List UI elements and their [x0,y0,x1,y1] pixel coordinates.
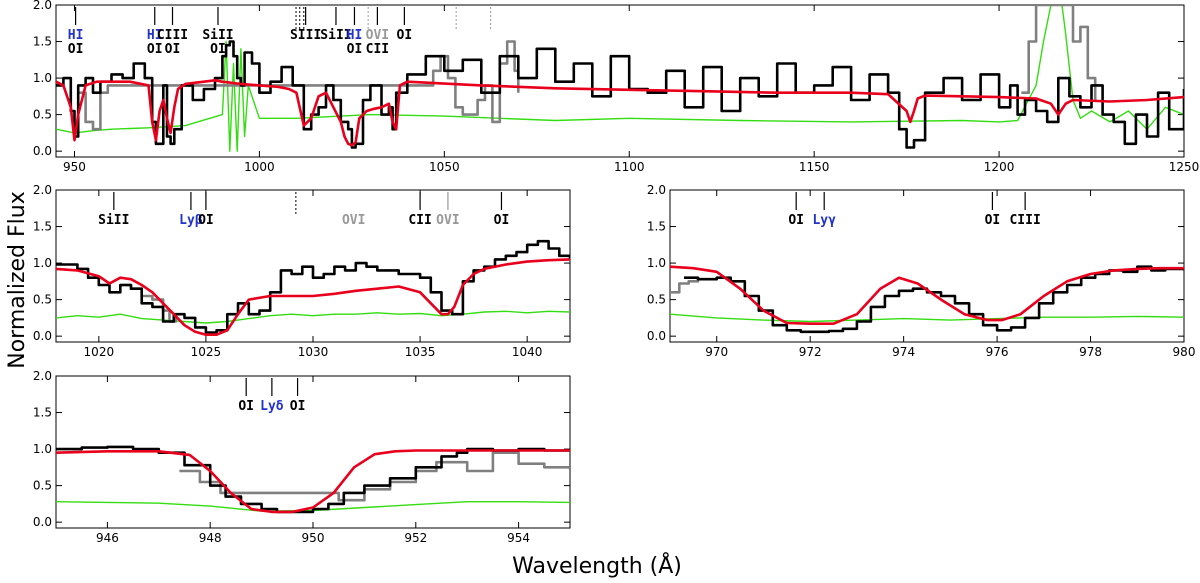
ion-label: OI [290,399,306,414]
ion-label: OI [985,213,1001,228]
y-tick-label: 1.0 [33,442,52,456]
series-group [56,239,570,336]
x-tick-label: 1025 [191,345,222,359]
x-tick-label: 1035 [405,345,436,359]
ion-label: HI [347,28,363,43]
x-tick-label: 970 [705,345,728,359]
panel-lyb: 1020 1025 1030 1035 1040 0.0 0.5 1.0 1.5 2.0 SiII L… [33,183,571,359]
y-tick-label: 2.0 [33,369,52,383]
ion-label: OVI [436,213,459,228]
y-axis-title: Normalized Flux [5,191,30,368]
y-tick-label: 1.5 [33,220,52,234]
model-line [56,79,1184,147]
ion-label: OI [347,42,363,57]
x-tick-label: 1020 [84,345,115,359]
ion-label: Lyγ [812,213,836,228]
x-tick-label: 978 [1079,345,1102,359]
y-tick-label: 1.0 [33,71,52,85]
ion-label: OI [68,42,84,57]
x-tick-label: 1040 [512,345,543,359]
ion-label: Lyβ [179,213,203,228]
y-tick-label: 0.0 [33,144,52,158]
y-tick-label: 0.0 [33,515,52,529]
y-tick-label: 0.5 [33,293,52,307]
ion-label: SiII [98,213,129,228]
ion-label: OI [494,213,510,228]
y-tick-label: 0.5 [33,108,52,122]
ion-label: CII [366,42,389,57]
x-tick-label: 950 [302,531,325,545]
ion-label: OVI [342,213,365,228]
x-tick-label: 1250 [1169,160,1200,174]
x-tick-label: 1000 [244,160,275,174]
masked-flux-line [179,451,570,502]
x-tick-label: 946 [96,531,119,545]
ion-label: OI [147,42,163,57]
flux-line [684,265,1184,334]
ion-label: CIII [157,28,188,43]
ion-label: CIII [1009,213,1040,228]
y-tick-label: 0.0 [33,329,52,343]
ion-label: OI [397,28,413,43]
ion-label: HI [68,28,84,43]
y-tick-label: 2.0 [33,183,52,197]
panel-frame [669,189,1185,343]
ion-label: HI [147,28,163,43]
error-line [56,310,570,324]
masked-flux-line [670,277,700,294]
y-tick-label: 1.5 [33,35,52,49]
series-group [56,445,570,514]
ion-label: Lyδ [260,399,284,414]
ion-label: OI [165,42,181,57]
x-tick-label: 976 [986,345,1009,359]
model-line [56,449,570,514]
y-tick-label: 0.5 [33,479,52,493]
ion-label: OI [788,213,804,228]
x-tick-label: 1200 [984,160,1015,174]
y-tick-label: 0.0 [647,329,666,343]
y-tick-label: 2.0 [33,0,52,12]
y-tick-label: 1.5 [33,406,52,420]
series-group [670,265,1184,334]
error-line [670,313,1184,323]
x-tick-label: 1030 [298,345,329,359]
ion-label: OI [198,213,214,228]
x-axis-title: Wavelength (Å) [512,552,682,579]
y-tick-label: 0.5 [647,293,666,307]
panel-lyg: 970 972 974 976 978 980 0.0 0.5 1.0 1.5 2.0 OI Lyγ OI… [647,183,1196,359]
panel-top: 950 1000 1050 1100 1150 1200 1250 0.0 0.5 1.0 1.5 2… [33,0,1199,174]
flux-line [56,239,570,334]
series-group [56,5,1184,152]
y-tick-label: 1.0 [647,256,666,270]
ion-label: OI [238,399,254,414]
y-tick-label: 1.5 [647,220,666,234]
error-line [56,5,1184,152]
x-tick-label: 954 [507,531,530,545]
ion-label: SiII [202,28,233,43]
x-tick-label: 1150 [799,160,830,174]
ion-label: OI [210,42,226,57]
panel-frame [55,4,1185,158]
x-tick-label: 1050 [429,160,460,174]
x-tick-label: 972 [799,345,822,359]
ion-label: SIII [290,28,321,43]
model-line [56,258,570,336]
model-line [670,265,1184,325]
panel-lyd: 946 948 950 952 954 0.0 0.5 1.0 1.5 2.0 OI Lyδ OI [33,369,571,545]
x-tick-label: 952 [404,531,427,545]
flux-line [56,40,1184,149]
x-tick-label: 948 [199,531,222,545]
y-tick-label: 1.0 [33,256,52,270]
ion-label: OVI [366,28,389,43]
masked-flux-line [78,40,520,131]
x-tick-label: 950 [63,160,86,174]
x-tick-label: 1100 [614,160,645,174]
ion-label: SiII [320,28,351,43]
x-tick-label: 974 [892,345,915,359]
y-tick-label: 2.0 [647,183,666,197]
x-tick-label: 980 [1173,345,1196,359]
masked-flux-line [1021,5,1097,100]
ion-label: CII [408,213,431,228]
